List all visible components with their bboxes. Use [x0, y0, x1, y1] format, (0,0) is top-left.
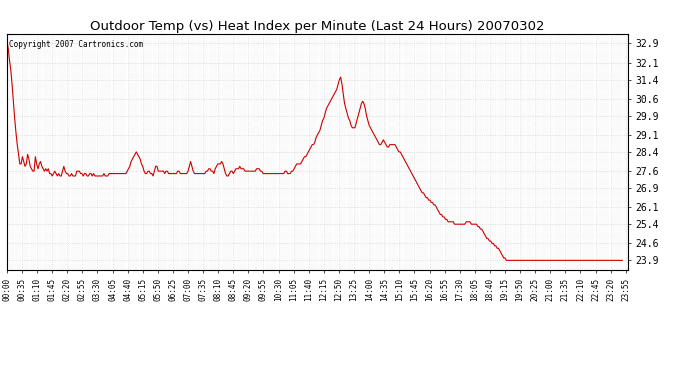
- Title: Outdoor Temp (vs) Heat Index per Minute (Last 24 Hours) 20070302: Outdoor Temp (vs) Heat Index per Minute …: [90, 20, 544, 33]
- Text: Copyright 2007 Cartronics.com: Copyright 2007 Cartronics.com: [10, 40, 144, 49]
